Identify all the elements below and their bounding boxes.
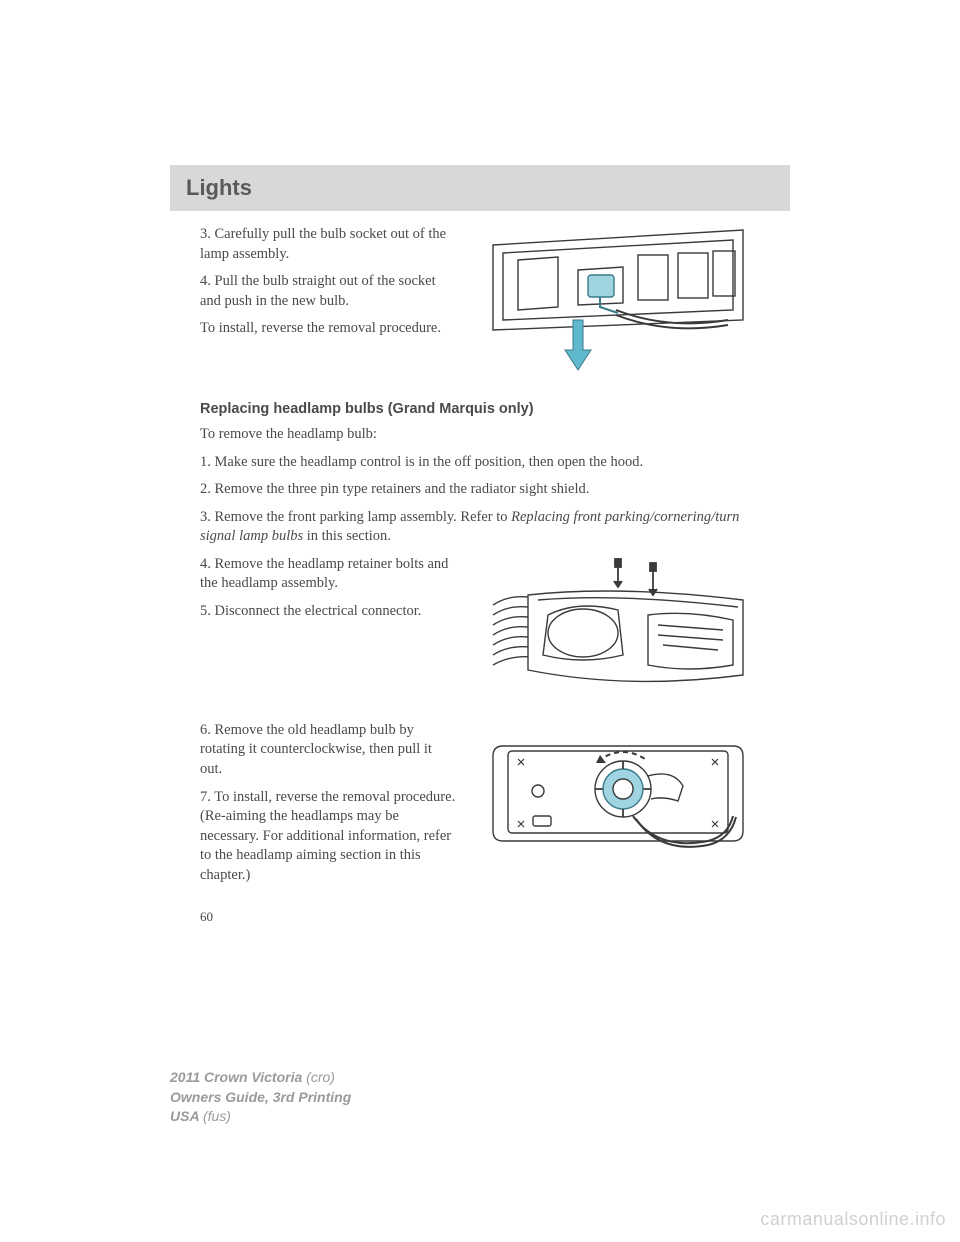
- footer: 2011 Crown Victoria (cro) Owners Guide, …: [170, 1068, 351, 1127]
- step-3: 3. Carefully pull the bulb socket out of…: [200, 225, 458, 264]
- illustration-bulb-socket: [476, 225, 760, 385]
- illustration-bulb-rotate: [476, 721, 760, 894]
- text-column-2: 4. Remove the headlamp retainer bolts an…: [200, 555, 458, 705]
- footer-line-1: 2011 Crown Victoria (cro): [170, 1068, 351, 1088]
- block-bulb-removal: 6. Remove the old headlamp bulb by rotat…: [200, 721, 760, 894]
- gm-step-4: 4. Remove the headlamp retainer bolts an…: [200, 555, 458, 594]
- step-4: 4. Pull the bulb straight out of the soc…: [200, 272, 458, 311]
- text-column: 3. Carefully pull the bulb socket out of…: [200, 225, 458, 385]
- footer-code-1: (cro): [306, 1069, 335, 1085]
- gm-step-3b: in this section.: [303, 528, 391, 544]
- gm-step-7: 7. To install, reverse the removal proce…: [200, 788, 458, 886]
- block-bulb-socket: 3. Carefully pull the bulb socket out of…: [200, 225, 760, 385]
- bulb-rotate-svg: [488, 721, 748, 881]
- subheading-grand-marquis: Replacing headlamp bulbs (Grand Marquis …: [200, 401, 760, 417]
- section-header: Lights: [170, 165, 790, 211]
- footer-region: USA: [170, 1108, 203, 1124]
- footer-code-2: (fus): [203, 1108, 231, 1124]
- section-title: Lights: [186, 175, 774, 201]
- gm-step-1: 1. Make sure the headlamp control is in …: [200, 453, 760, 473]
- intro-text: To remove the headlamp bulb:: [200, 425, 760, 445]
- gm-step-2: 2. Remove the three pin type retainers a…: [200, 480, 760, 500]
- gm-step-3a: 3. Remove the front parking lamp assembl…: [200, 509, 511, 525]
- footer-model: 2011 Crown Victoria: [170, 1069, 306, 1085]
- bulb-socket-svg: [488, 225, 748, 385]
- page-content: Lights 3. Carefully pull the bulb socket…: [0, 0, 960, 925]
- watermark: carmanualsonline.info: [760, 1209, 946, 1230]
- footer-line-3: USA (fus): [170, 1107, 351, 1127]
- page-number: 60: [200, 909, 760, 925]
- headlamp-assembly-svg: [488, 555, 748, 705]
- gm-step-6: 6. Remove the old headlamp bulb by rotat…: [200, 721, 458, 780]
- illustration-headlamp-assembly: [476, 555, 760, 705]
- gm-step-3: 3. Remove the front parking lamp assembl…: [200, 508, 760, 547]
- text-column-3: 6. Remove the old headlamp bulb by rotat…: [200, 721, 458, 894]
- footer-line-2: Owners Guide, 3rd Printing: [170, 1088, 351, 1108]
- install-note: To install, reverse the removal procedur…: [200, 319, 458, 339]
- block-headlamp-retainer: 4. Remove the headlamp retainer bolts an…: [200, 555, 760, 705]
- gm-step-5: 5. Disconnect the electrical connector.: [200, 602, 458, 622]
